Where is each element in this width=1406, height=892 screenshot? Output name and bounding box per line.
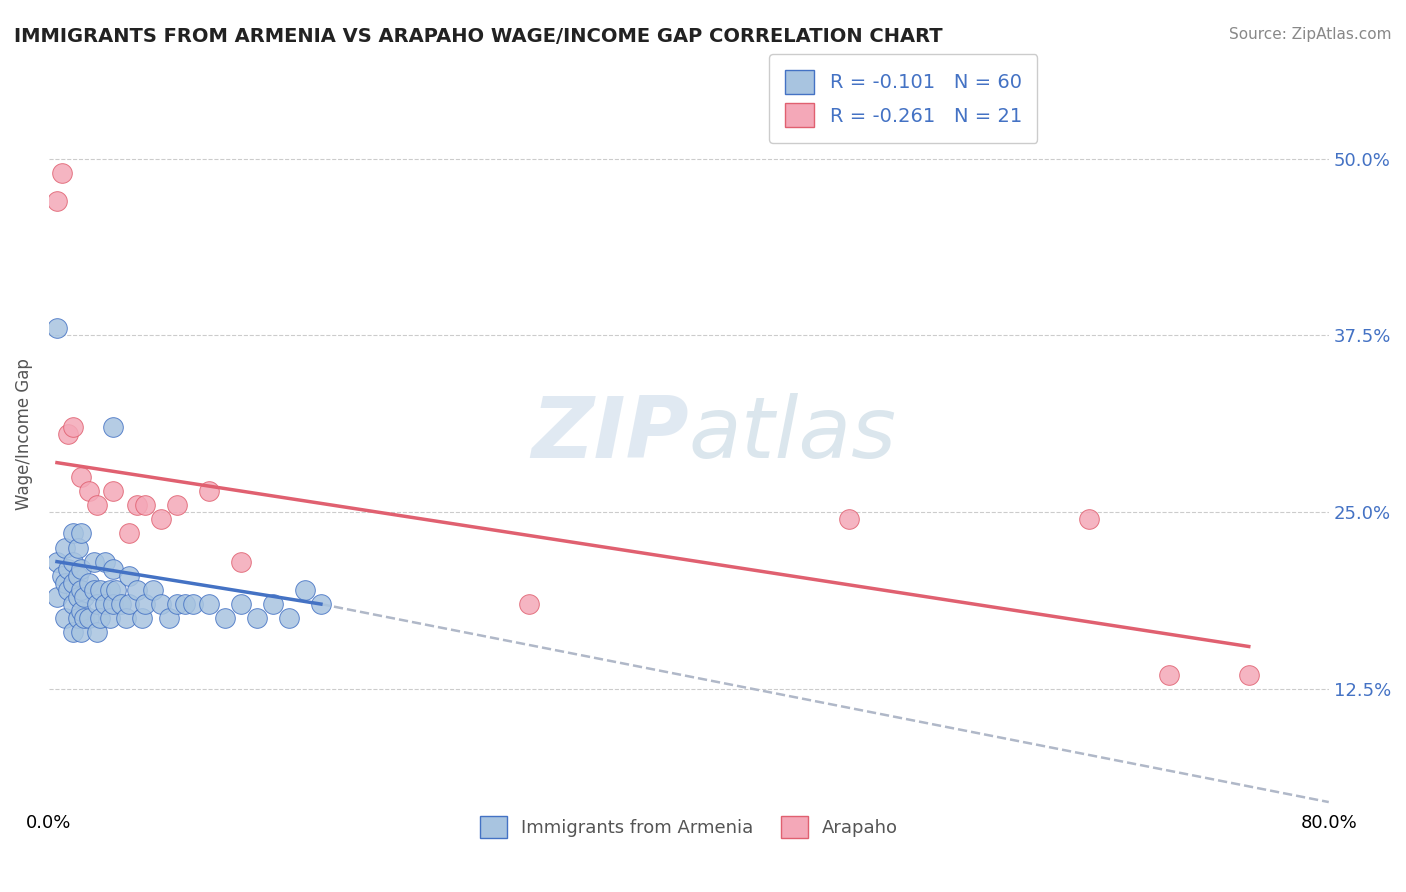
Point xyxy=(89,611,111,625)
Point xyxy=(62,420,84,434)
Text: ZIP: ZIP xyxy=(531,392,689,475)
Point xyxy=(1237,667,1260,681)
Point xyxy=(166,498,188,512)
Point xyxy=(66,569,89,583)
Point xyxy=(142,582,165,597)
Point xyxy=(214,611,236,625)
Point xyxy=(62,555,84,569)
Point xyxy=(86,498,108,512)
Point xyxy=(105,582,128,597)
Point xyxy=(66,590,89,604)
Text: Source: ZipAtlas.com: Source: ZipAtlas.com xyxy=(1229,27,1392,42)
Point xyxy=(134,597,156,611)
Point xyxy=(53,611,76,625)
Point xyxy=(73,590,96,604)
Point xyxy=(198,597,221,611)
Text: IMMIGRANTS FROM ARMENIA VS ARAPAHO WAGE/INCOME GAP CORRELATION CHART: IMMIGRANTS FROM ARMENIA VS ARAPAHO WAGE/… xyxy=(14,27,942,45)
Point xyxy=(77,611,100,625)
Point xyxy=(53,541,76,555)
Point xyxy=(66,541,89,555)
Point xyxy=(70,625,93,640)
Point xyxy=(134,498,156,512)
Point xyxy=(62,526,84,541)
Point xyxy=(62,597,84,611)
Point xyxy=(131,611,153,625)
Point xyxy=(51,569,73,583)
Point xyxy=(262,597,284,611)
Point xyxy=(517,597,540,611)
Point xyxy=(62,575,84,590)
Point xyxy=(114,611,136,625)
Point xyxy=(86,625,108,640)
Point xyxy=(62,625,84,640)
Point xyxy=(77,483,100,498)
Point xyxy=(70,470,93,484)
Point xyxy=(98,582,121,597)
Point xyxy=(70,604,93,618)
Point xyxy=(181,597,204,611)
Point xyxy=(198,483,221,498)
Point xyxy=(125,498,148,512)
Point xyxy=(46,555,69,569)
Point xyxy=(77,575,100,590)
Point xyxy=(86,597,108,611)
Point xyxy=(94,555,117,569)
Point xyxy=(166,597,188,611)
Point xyxy=(70,582,93,597)
Point xyxy=(309,597,332,611)
Point xyxy=(110,597,132,611)
Legend: Immigrants from Armenia, Arapaho: Immigrants from Armenia, Arapaho xyxy=(472,809,905,845)
Point xyxy=(56,562,79,576)
Text: atlas: atlas xyxy=(689,392,897,475)
Point xyxy=(101,420,124,434)
Point xyxy=(46,321,69,335)
Point xyxy=(89,582,111,597)
Point xyxy=(149,512,172,526)
Point xyxy=(101,562,124,576)
Point xyxy=(174,597,197,611)
Point xyxy=(83,555,105,569)
Point xyxy=(53,575,76,590)
Point xyxy=(70,526,93,541)
Point xyxy=(56,427,79,442)
Point xyxy=(246,611,269,625)
Point xyxy=(1157,667,1180,681)
Point xyxy=(51,166,73,180)
Point xyxy=(229,597,252,611)
Point xyxy=(125,582,148,597)
Point xyxy=(1077,512,1099,526)
Point xyxy=(118,569,141,583)
Point xyxy=(46,590,69,604)
Point xyxy=(149,597,172,611)
Point xyxy=(229,555,252,569)
Point xyxy=(73,611,96,625)
Point xyxy=(56,582,79,597)
Point xyxy=(118,526,141,541)
Point xyxy=(101,597,124,611)
Point xyxy=(66,611,89,625)
Point xyxy=(101,483,124,498)
Point xyxy=(98,611,121,625)
Point xyxy=(70,562,93,576)
Point xyxy=(838,512,860,526)
Point xyxy=(83,582,105,597)
Point xyxy=(46,194,69,208)
Point xyxy=(278,611,301,625)
Point xyxy=(294,582,316,597)
Point xyxy=(157,611,180,625)
Point xyxy=(94,597,117,611)
Point xyxy=(118,597,141,611)
Y-axis label: Wage/Income Gap: Wage/Income Gap xyxy=(15,359,32,510)
